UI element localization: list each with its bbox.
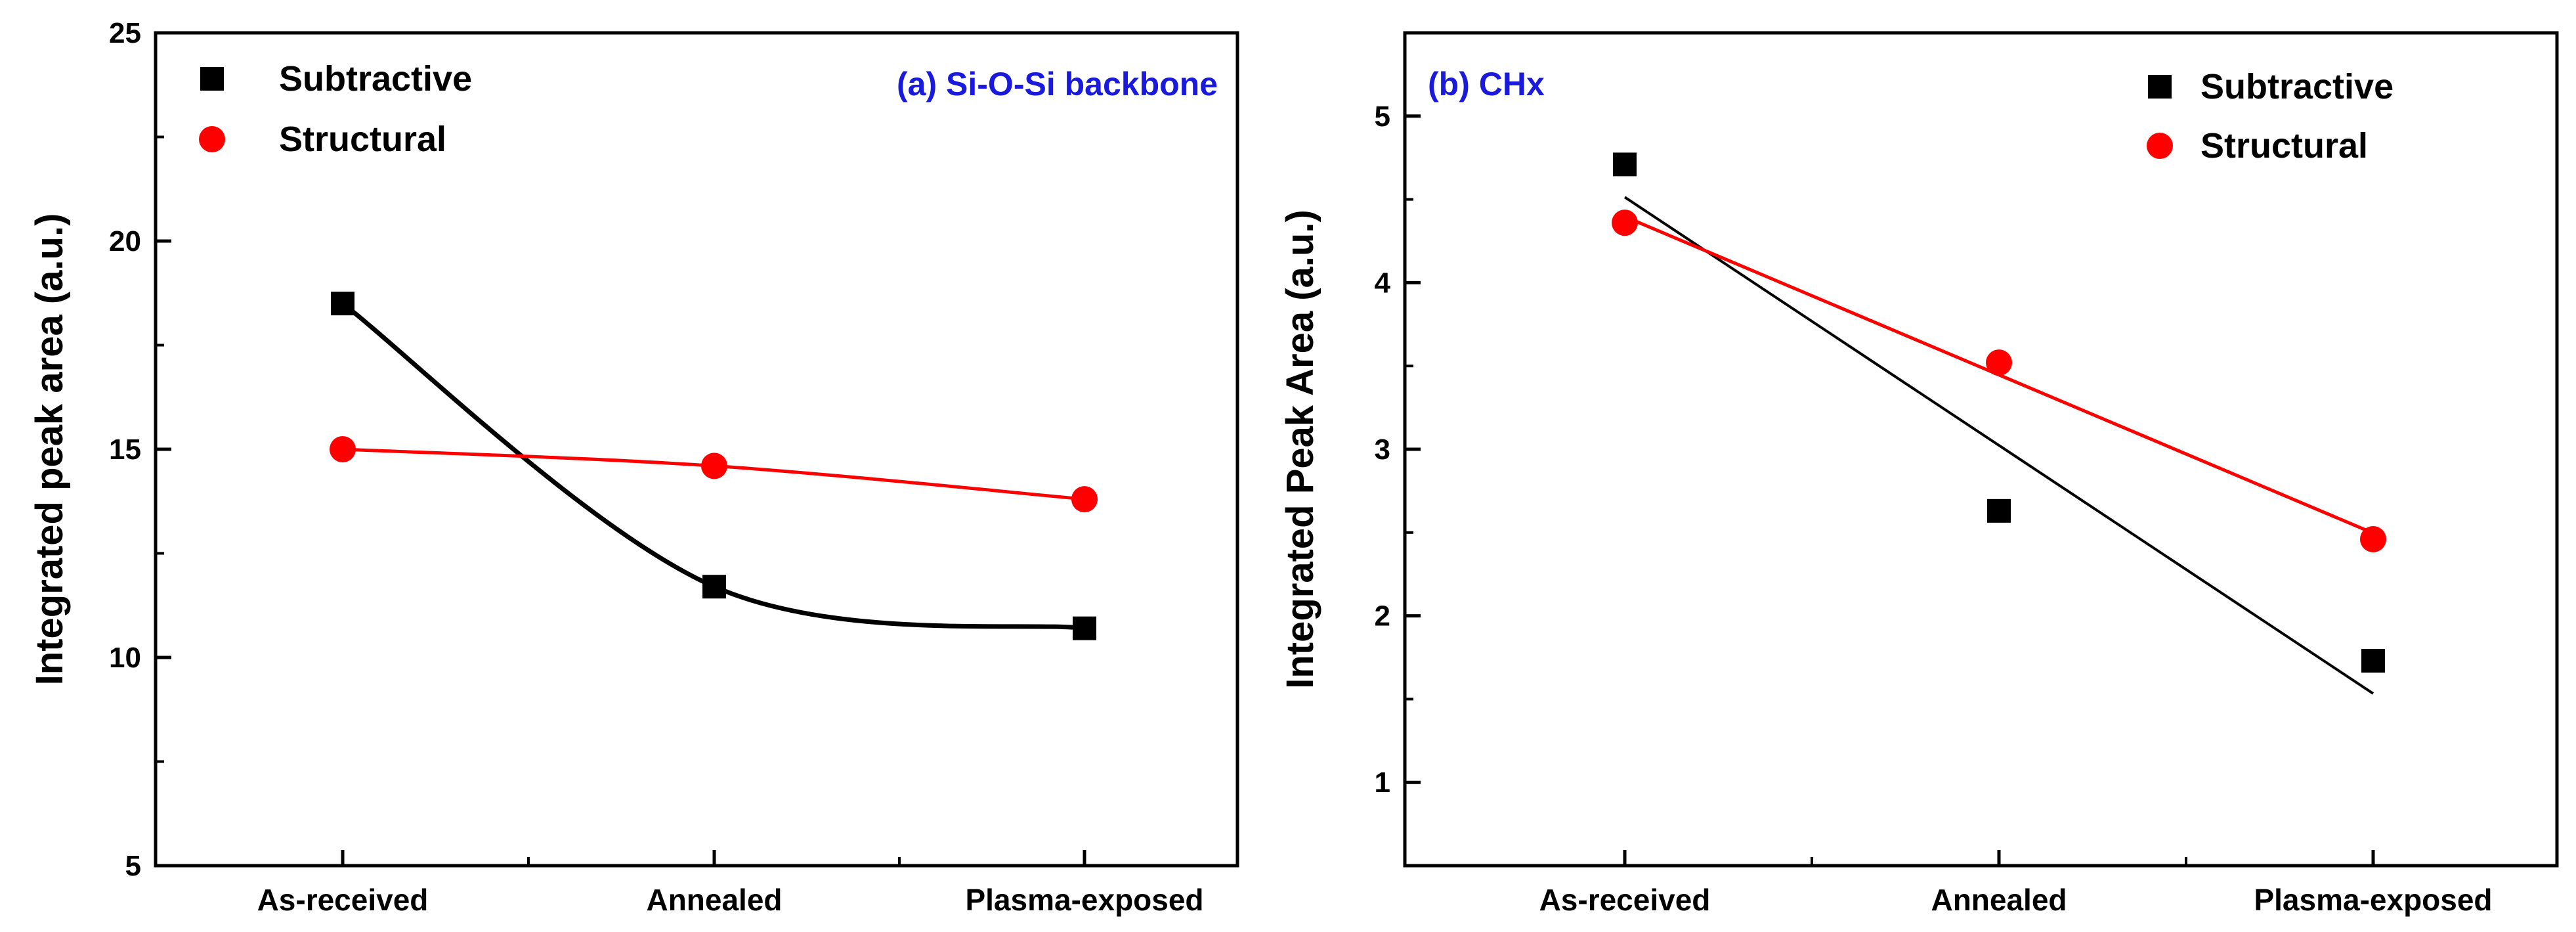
panel-b-legend: Subtractive Structural xyxy=(2147,67,2394,166)
panel-b-y-tick-label: 1 xyxy=(1375,766,1390,799)
panel-a-y-tick-label: 10 xyxy=(109,642,141,674)
panel-a-subtractive-point xyxy=(331,292,354,316)
panel-b-structural-point xyxy=(2360,525,2386,552)
panel-b-legend-structural-label: Structural xyxy=(2200,126,2368,166)
panel-b-subtractive-point xyxy=(1987,499,2011,523)
panel-a-subtractive-point xyxy=(702,575,726,599)
panel-b: 1 2 3 4 5 As-received Annealed Plasma-exposed In… xyxy=(1279,31,2559,917)
panel-b-y-tick-label: 2 xyxy=(1375,600,1390,632)
panel-a-structural-point xyxy=(1071,486,1098,513)
panel-a-structural-point xyxy=(701,453,727,479)
panel-a-subtractive-point xyxy=(1073,616,1096,640)
panel-b-x-tick-label: As-received xyxy=(1539,883,1711,917)
panel-a-y-tick-label: 15 xyxy=(109,433,141,466)
panel-b-subtractive-point xyxy=(1613,152,1637,177)
panel-a-x-tick-label: As-received xyxy=(257,883,429,917)
panel-b-x-tick-label: Annealed xyxy=(1931,883,2067,917)
panel-b-structural-point xyxy=(1986,349,2012,376)
panel-b-subtractive-point xyxy=(2361,649,2385,673)
panel-a-x-tick-label: Annealed xyxy=(646,883,782,917)
panel-a-legend-subtractive-marker xyxy=(200,67,224,91)
panel-b-y-tick-label: 3 xyxy=(1375,433,1390,466)
panel-a: 5 10 15 20 25 As-received Annealed Plasma-expos… xyxy=(28,17,1239,917)
panel-a-legend-subtractive-label: Subtractive xyxy=(279,59,472,99)
panel-b-x-tick-label: Plasma-exposed xyxy=(2254,883,2492,917)
panel-a-title: (a) Si-O-Si backbone xyxy=(897,66,1218,102)
panel-a-x-tick-label: Plasma-exposed xyxy=(965,883,1203,917)
panel-a-legend-structural-marker xyxy=(199,126,225,152)
panel-a-y-tick-label: 20 xyxy=(109,225,141,257)
panel-a-y-axis-label: Integrated peak area (a.u.) xyxy=(28,213,71,686)
panel-b-y-tick-label: 4 xyxy=(1375,267,1391,299)
panel-b-title: (b) CHx xyxy=(1428,66,1545,102)
panel-b-legend-structural-marker xyxy=(2147,133,2173,159)
panel-a-y-tick-label: 5 xyxy=(125,850,141,882)
panel-b-subtractive-fit-line xyxy=(1623,196,2374,695)
panel-a-legend-structural-label: Structural xyxy=(279,120,446,159)
panel-b-legend-subtractive-marker xyxy=(2148,75,2172,99)
panel-b-structural-point xyxy=(1612,210,1638,236)
panel-a-y-tick-label: 25 xyxy=(109,17,141,49)
panel-b-plot-frame xyxy=(1403,31,2559,868)
panel-b-legend-subtractive-label: Subtractive xyxy=(2200,67,2394,106)
panel-a-structural-point xyxy=(330,436,356,462)
panel-a-legend: Subtractive Structural xyxy=(199,59,472,159)
panel-b-y-tick-label: 5 xyxy=(1375,100,1390,133)
panel-b-y-axis-label: Integrated Peak Area (a.u.) xyxy=(1279,210,1321,689)
